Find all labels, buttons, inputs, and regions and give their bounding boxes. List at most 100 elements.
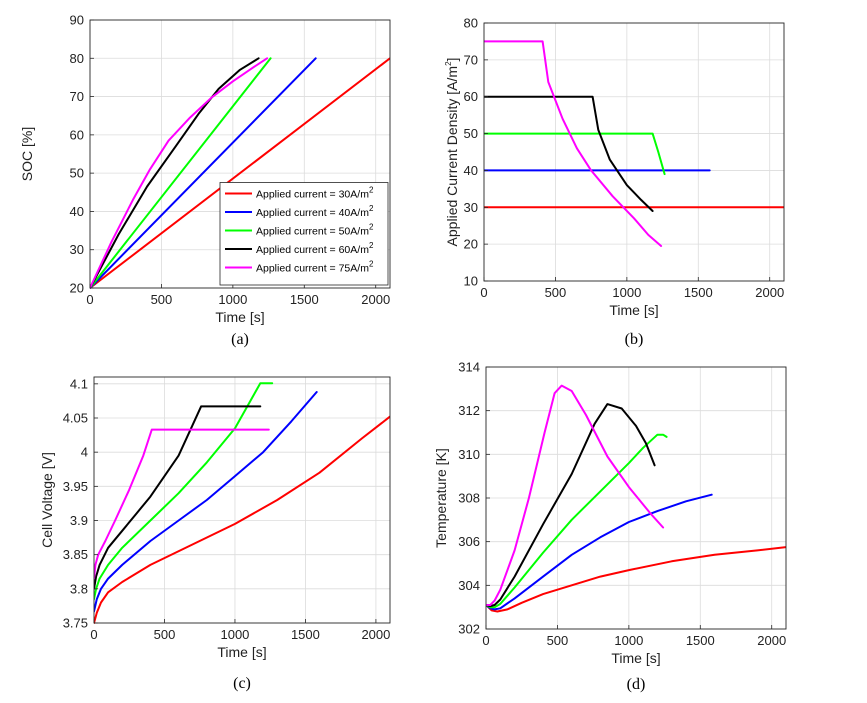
x-tick-label: 1500 (686, 633, 715, 648)
y-tick-label: 80 (70, 51, 84, 66)
series-line-2 (486, 433, 668, 609)
y-axis-title-suffix: ] (444, 58, 460, 62)
y-tick-label: 4.05 (63, 411, 88, 426)
legend-label: Applied current = 30A/m2 (256, 186, 374, 201)
series-line-0 (486, 546, 786, 613)
y-axis-title: Applied Current Density [A/m2] (444, 58, 460, 247)
x-tick-label: 1000 (612, 285, 641, 300)
x-tick-label: 1500 (684, 285, 713, 300)
x-tick-label: 2000 (361, 292, 390, 307)
series-line-1 (90, 57, 317, 289)
series-line-0 (94, 415, 390, 624)
series-line-3 (90, 57, 260, 289)
panel-d: 0 500 1000 1500 2000 302 304 306 308 310 312 314 Tim… (433, 360, 787, 693)
y-tick-label: 70 (464, 52, 478, 67)
y-axis-title: SOC [%] (19, 127, 35, 181)
axes-box (93, 376, 391, 624)
axes-box (483, 22, 785, 282)
x-tick-label: 1000 (218, 292, 247, 307)
legend-label-superscript: 2 (369, 223, 374, 232)
y-tick-label: 50 (464, 126, 478, 141)
series-group (90, 57, 390, 289)
x-tick-label: 0 (482, 633, 489, 648)
y-tick-label: 302 (458, 622, 480, 637)
y-tick-label: 3.85 (63, 547, 88, 562)
x-tick-label: 500 (547, 633, 569, 648)
y-axis-title-superscript: 2 (444, 61, 453, 66)
panel-b: 0 500 1000 1500 2000 10 20 30 40 50 60 70 80 Time [s]… (444, 16, 785, 348)
x-tick-label: 0 (90, 627, 97, 642)
y-tick-label: 306 (458, 534, 480, 549)
legend-label: Applied current = 75A/m2 (256, 260, 374, 275)
y-tick-label: 3.8 (70, 581, 88, 596)
x-tick-label: 1000 (614, 633, 643, 648)
x-tick-label: 2000 (361, 627, 390, 642)
y-tick-label: 40 (464, 163, 478, 178)
series-line-1 (486, 493, 713, 611)
series-line-4 (486, 384, 665, 606)
y-tick-label: 20 (70, 281, 84, 296)
panel-caption: (a) (231, 331, 249, 348)
y-tick-label: 10 (464, 274, 478, 289)
x-tick-label: 2000 (757, 633, 786, 648)
axes-box (89, 19, 391, 289)
legend-label-superscript: 2 (369, 241, 374, 250)
y-tick-label: 80 (464, 16, 478, 31)
x-axis-title: Time [s] (215, 309, 264, 325)
series-group (94, 382, 390, 624)
y-tick-label: 310 (458, 447, 480, 462)
panel-caption: (c) (233, 675, 251, 692)
y-tick-label: 3.95 (63, 479, 88, 494)
y-tick-label: 30 (464, 200, 478, 215)
y-tick-label: 30 (70, 242, 84, 257)
x-tick-label: 1500 (290, 292, 319, 307)
y-tick-label: 304 (458, 578, 480, 593)
y-tick-label: 3.9 (70, 513, 88, 528)
x-tick-label: 500 (545, 285, 567, 300)
y-tick-label: 312 (458, 403, 480, 418)
series-line-2 (90, 57, 272, 289)
series-line-4 (484, 40, 663, 247)
y-tick-label: 4.1 (70, 376, 88, 391)
y-tick-label: 4 (81, 445, 88, 460)
y-tick-label: 70 (70, 89, 84, 104)
y-tick-label: 308 (458, 491, 480, 506)
y-tick-label: 3.75 (63, 616, 88, 631)
series-line-2 (94, 382, 274, 601)
series-group (484, 40, 784, 247)
legend: Applied current = 30A/m2 Applied current … (219, 182, 389, 286)
legend-label: Applied current = 40A/m2 (256, 204, 374, 219)
y-axis-title: Cell Voltage [V] (39, 452, 55, 548)
series-line-3 (94, 405, 262, 590)
series-line-4 (90, 57, 269, 289)
plot-area (484, 23, 784, 281)
x-axis-title: Time [s] (609, 302, 658, 318)
x-axis-title: Time [s] (611, 650, 660, 666)
series-line-3 (486, 403, 656, 608)
legend-label-superscript: 2 (369, 260, 374, 269)
y-tick-label: 60 (70, 127, 84, 142)
y-axis-title: Temperature [K] (433, 448, 449, 548)
x-tick-label: 1000 (220, 627, 249, 642)
panel-caption: (b) (625, 331, 644, 348)
y-tick-label: 20 (464, 237, 478, 252)
y-tick-label: 40 (70, 204, 84, 219)
y-tick-label: 90 (70, 13, 84, 28)
series-line-1 (94, 391, 318, 613)
x-tick-label: 2000 (755, 285, 784, 300)
panel-c: 0 500 1000 1500 2000 3.75 3.8 3.85 3.9 3.95 4 4.05 4… (39, 376, 391, 692)
series-line-2 (484, 132, 666, 176)
y-tick-label: 60 (464, 89, 478, 104)
y-tick-label: 50 (70, 166, 84, 181)
x-tick-label: 500 (151, 292, 173, 307)
legend-label-superscript: 2 (369, 186, 374, 195)
series-group (486, 384, 786, 613)
x-tick-label: 0 (86, 292, 93, 307)
series-line-4 (94, 428, 270, 580)
x-tick-label: 500 (154, 627, 176, 642)
legend-label: Applied current = 60A/m2 (256, 241, 374, 256)
x-axis-title: Time [s] (217, 644, 266, 660)
legend-label-superscript: 2 (369, 204, 374, 213)
x-tick-label: 1500 (291, 627, 320, 642)
